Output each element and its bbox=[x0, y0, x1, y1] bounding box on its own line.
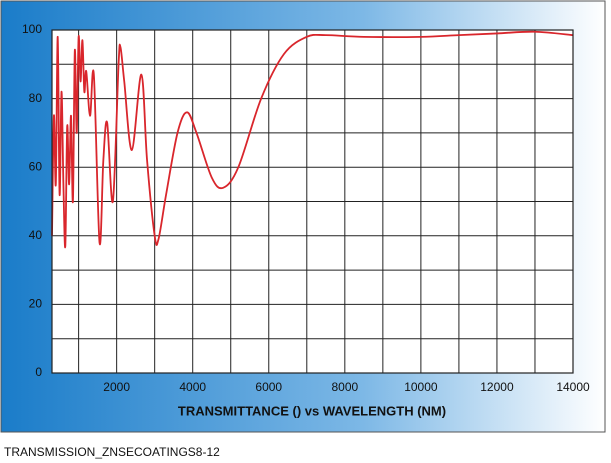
x-tick-label: 12000 bbox=[480, 380, 514, 394]
x-tick-label: 2000 bbox=[103, 380, 130, 394]
x-tick-label: 10000 bbox=[404, 380, 438, 394]
x-tick-label: 14000 bbox=[556, 380, 590, 394]
data-line bbox=[51, 30, 574, 249]
x-tick-label: 6000 bbox=[255, 380, 282, 394]
y-tick-label: 20 bbox=[29, 297, 43, 311]
y-tick-label: 60 bbox=[29, 159, 43, 173]
y-tick-label: 40 bbox=[29, 228, 43, 242]
y-tick-label: 80 bbox=[29, 91, 43, 105]
y-tick-label: 100 bbox=[22, 22, 42, 36]
plot-border bbox=[51, 29, 574, 374]
chart-title: TRANSMITTANCE () vs WAVELENGTH (NM) bbox=[178, 403, 446, 418]
x-tick-label: 4000 bbox=[179, 380, 206, 394]
y-tick-label: 0 bbox=[35, 365, 42, 379]
x-tick-label: 8000 bbox=[331, 380, 358, 394]
caption: TRANSMISSION_ZNSECOATINGS8-12 bbox=[4, 445, 220, 459]
